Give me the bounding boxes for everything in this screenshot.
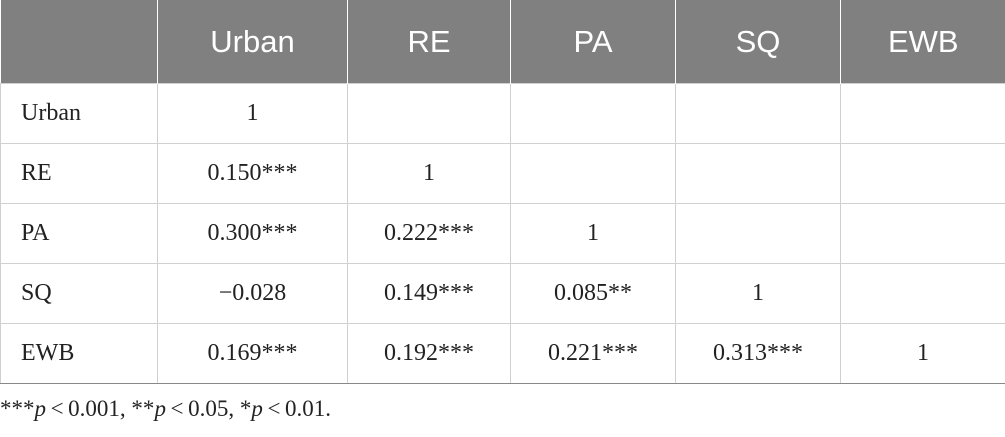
table-cell: 1 — [157, 83, 348, 144]
row-label: PA — [0, 203, 158, 264]
table-cell: 0.300*** — [157, 203, 348, 264]
table-cell: 0.221*** — [510, 323, 676, 384]
table-cell: 0.149*** — [347, 263, 511, 324]
table-cell — [675, 143, 841, 204]
table-cell: 0.192*** — [347, 323, 511, 384]
footnote-text: *** — [0, 396, 35, 421]
table-cell: 0.169*** — [157, 323, 348, 384]
column-header: EWB — [840, 0, 1005, 84]
table-row: Urban 1 — [0, 83, 1005, 144]
column-header: PA — [510, 0, 676, 84]
table-cell: 1 — [347, 143, 511, 204]
footnote-text: < 0.001, ** — [46, 396, 155, 421]
table-cell: 0.222*** — [347, 203, 511, 264]
table-cell: 1 — [510, 203, 676, 264]
table-row: EWB 0.169*** 0.192*** 0.221*** 0.313*** 1 — [0, 323, 1005, 384]
column-header: SQ — [675, 0, 841, 84]
column-header: Urban — [157, 0, 348, 84]
footnote-symbol: p — [251, 396, 263, 421]
table-cell — [347, 83, 511, 144]
footnote: ***p < 0.001, **p < 0.05, *p < 0.01. — [0, 396, 331, 422]
row-label: SQ — [0, 263, 158, 324]
footnote-symbol: p — [34, 396, 47, 421]
row-label: Urban — [0, 83, 158, 144]
table-cell: 1 — [675, 263, 841, 324]
row-label: EWB — [0, 323, 158, 384]
table-row: PA 0.300*** 0.222*** 1 — [0, 203, 1005, 264]
table-cell — [510, 83, 676, 144]
row-label: RE — [0, 143, 158, 204]
table-cell — [675, 203, 841, 264]
footnote-text: < 0.01. — [262, 396, 332, 421]
header-row: Urban RE PA SQ EWB — [0, 0, 1005, 84]
table-cell — [510, 143, 676, 204]
table-cell — [840, 263, 1005, 324]
table-cell: 0.150*** — [157, 143, 348, 204]
column-header: RE — [347, 0, 511, 84]
footnote-symbol: p — [154, 396, 166, 421]
table-cell: 0.313*** — [675, 323, 841, 384]
correlation-table: Urban RE PA SQ EWB Urban 1 RE 0.150*** 1 PA 0.300*… — [0, 0, 1005, 384]
corner-cell — [0, 0, 158, 84]
table-cell — [840, 143, 1005, 204]
table-cell: 0.085** — [510, 263, 676, 324]
table-row: SQ −0.028 0.149*** 0.085** 1 — [0, 263, 1005, 324]
table-cell: 1 — [840, 323, 1005, 384]
footnote-text: < 0.05, * — [165, 396, 252, 421]
table-cell — [840, 83, 1005, 144]
table-cell — [840, 203, 1005, 264]
table-row: RE 0.150*** 1 — [0, 143, 1005, 204]
table-body: Urban 1 RE 0.150*** 1 PA 0.300*** 0.222*** 1 SQ −0… — [0, 83, 1005, 384]
table-cell: −0.028 — [157, 263, 348, 324]
table-cell — [675, 83, 841, 144]
